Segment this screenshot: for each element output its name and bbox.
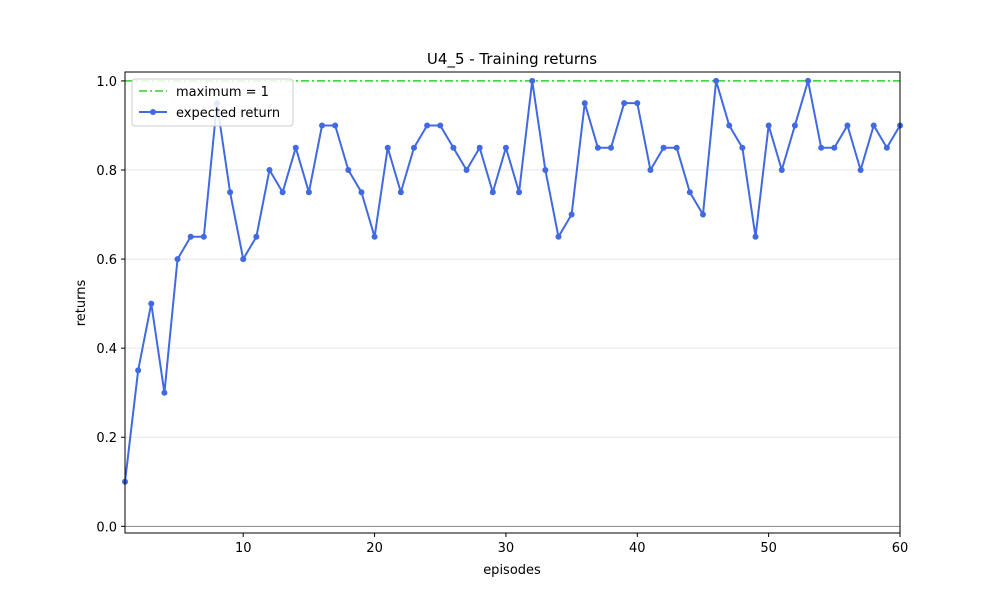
legend: maximum = 1 expected return: [131, 78, 294, 127]
data-point: [384, 144, 391, 151]
data-point: [437, 122, 444, 129]
data-point: [739, 144, 746, 151]
y-tick-label: 0.2: [96, 431, 117, 446]
data-point: [778, 166, 785, 173]
data-point: [608, 144, 615, 151]
data-point: [660, 144, 667, 151]
y-tick-label: 0.4: [96, 342, 117, 357]
data-point: [489, 189, 496, 196]
data-point: [332, 122, 339, 129]
data-point: [148, 300, 155, 307]
y-tick-label: 1.0: [96, 75, 117, 90]
data-point: [174, 256, 181, 263]
data-point: [752, 233, 759, 240]
data-point: [345, 166, 352, 173]
data-point: [791, 122, 798, 129]
legend-series-marker: [150, 109, 156, 115]
plot-frame: [124, 71, 901, 534]
data-point: [713, 77, 720, 84]
data-point: [200, 233, 207, 240]
data-point: [542, 166, 549, 173]
x-tick-label: 10: [235, 541, 252, 556]
data-point: [424, 122, 431, 129]
data-point: [371, 233, 378, 240]
data-point: [831, 144, 838, 151]
legend-maximum-label: maximum = 1: [176, 85, 269, 100]
data-point: [883, 144, 890, 151]
data-point: [358, 189, 365, 196]
x-tick-label: 40: [629, 541, 646, 556]
chart-title: U4_5 - Training returns: [427, 50, 597, 69]
y-tick-label: 0.0: [96, 520, 117, 535]
data-point: [634, 100, 641, 107]
data-point: [699, 211, 706, 218]
data-point: [516, 189, 523, 196]
data-point: [292, 144, 299, 151]
data-point: [844, 122, 851, 129]
data-point: [805, 77, 812, 84]
legend-box: [131, 78, 294, 127]
data-point: [870, 122, 877, 129]
data-point: [568, 211, 575, 218]
data-point: [227, 189, 234, 196]
data-point: [818, 144, 825, 151]
data-point: [502, 144, 509, 151]
data-point: [594, 144, 601, 151]
data-point: [319, 122, 326, 129]
data-point: [305, 189, 312, 196]
data-point: [647, 166, 654, 173]
data-point: [529, 77, 536, 84]
data-point: [463, 166, 470, 173]
y-tick-label: 0.8: [96, 164, 117, 179]
data-point: [581, 100, 588, 107]
data-point: [476, 144, 483, 151]
x-tick-label: 30: [498, 541, 515, 556]
x-tick-label: 50: [760, 541, 777, 556]
x-tick-label: 60: [892, 541, 909, 556]
data-point: [555, 233, 562, 240]
series-line: [124, 79, 901, 482]
data-point: [135, 367, 142, 374]
data-point: [621, 100, 628, 107]
data-point: [161, 389, 168, 396]
data-point: [253, 233, 260, 240]
data-point: [187, 233, 194, 240]
data-point: [673, 144, 680, 151]
legend-series-label: expected return: [176, 106, 280, 121]
y-tick-label: 0.6: [96, 253, 117, 268]
data-point: [240, 256, 247, 263]
data-point: [410, 144, 417, 151]
x-tick-label: 20: [366, 541, 383, 556]
data-point: [266, 166, 273, 173]
data-point: [857, 166, 864, 173]
data-point: [726, 122, 733, 129]
x-ticks: 10 20 30 40 50 60: [235, 533, 908, 556]
y-ticks: 0.0 0.2 0.4 0.6 0.8 1.0: [96, 75, 125, 535]
data-point: [279, 189, 286, 196]
data-point: [686, 189, 693, 196]
x-axis-label: episodes: [483, 563, 541, 578]
data-point: [765, 122, 772, 129]
y-axis-label: returns: [74, 280, 89, 327]
data-point: [450, 144, 457, 151]
data-point: [397, 189, 404, 196]
